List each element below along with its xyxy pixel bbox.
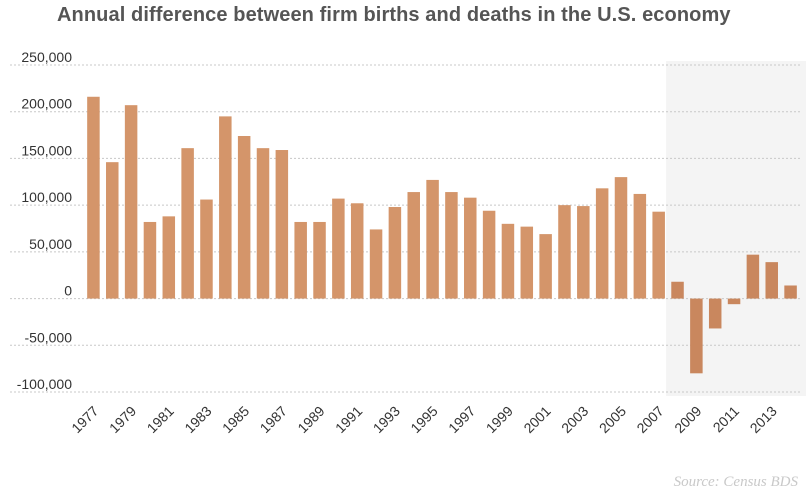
- bar-2004: [595, 188, 609, 299]
- y-axis: 250,000 200,000 150,000 100,000 50,000 0 -50,0…: [17, 49, 72, 392]
- bar-1983: [200, 199, 213, 299]
- x-tick-label: 1989: [294, 403, 327, 436]
- x-tick-label: 2001: [520, 403, 553, 436]
- bar-1990: [332, 198, 345, 299]
- bar-1986: [256, 148, 270, 299]
- x-tick-label: 1983: [181, 403, 214, 436]
- bar-2007: [652, 211, 665, 299]
- x-tick-label: 2011: [710, 403, 743, 436]
- bar-1998: [482, 210, 496, 299]
- bar-2003: [577, 206, 590, 299]
- y-tick-label: 100,000: [21, 189, 72, 205]
- bar-2006: [633, 193, 647, 299]
- y-tick-label: 0: [64, 283, 72, 299]
- x-tick-label: 1987: [257, 403, 290, 436]
- bar-1978: [106, 162, 119, 299]
- shaded-region: [666, 61, 806, 396]
- bar-1980: [143, 221, 157, 299]
- bar-1981: [162, 216, 176, 299]
- x-tick-label: 2007: [633, 403, 666, 436]
- y-tick-label: 250,000: [21, 49, 72, 65]
- bar-2008: [671, 281, 684, 299]
- bar-2014: [784, 285, 797, 299]
- bar-2009: [690, 298, 703, 374]
- bar-2002: [558, 205, 571, 299]
- x-tick-label: 2005: [596, 403, 629, 436]
- y-tick-label: 50,000: [29, 236, 72, 252]
- bar-1985: [237, 136, 251, 299]
- bar-2013: [765, 262, 778, 299]
- bar-2001: [539, 234, 552, 299]
- x-tick-label: 1997: [445, 403, 478, 436]
- bar-1977: [87, 96, 100, 299]
- bar-1991: [350, 203, 364, 299]
- x-tick-label: 1981: [144, 403, 177, 436]
- gridlines: [10, 64, 802, 393]
- x-tick-label: 1995: [407, 403, 440, 436]
- bar-1994: [407, 192, 420, 299]
- bar-1989: [313, 221, 326, 299]
- x-tick-label: 1977: [68, 403, 101, 436]
- bar-1999: [501, 223, 515, 299]
- x-tick-label: 2013: [747, 403, 780, 436]
- bar-2005: [614, 177, 628, 299]
- bar-1982: [181, 148, 194, 299]
- recession-shade: [666, 61, 806, 396]
- bar-1984: [219, 116, 232, 299]
- source-note: Source: Census BDS: [673, 474, 798, 490]
- bar-1979: [124, 105, 138, 299]
- bar-1993: [388, 207, 402, 299]
- y-tick-label: 200,000: [21, 96, 72, 112]
- bar-1992: [369, 229, 383, 299]
- bar-1997: [464, 197, 477, 299]
- bar-1987: [275, 150, 289, 299]
- x-tick-label: 1991: [332, 403, 365, 436]
- x-tick-label: 1999: [483, 403, 516, 436]
- bar-1995: [426, 179, 439, 299]
- bar-1988: [294, 221, 307, 299]
- x-tick-label: 1985: [219, 403, 252, 436]
- bar-2011: [727, 298, 741, 305]
- y-tick-label: -100,000: [17, 376, 72, 392]
- chart-title: Annual difference between firm births an…: [57, 4, 731, 26]
- y-tick-label: -50,000: [25, 329, 73, 345]
- x-axis: 1977 1979 1981 1983 1985 1987 1989 1991 1993 1995…: [68, 403, 780, 436]
- x-tick-label: 2009: [671, 403, 704, 436]
- bar-2010: [708, 298, 722, 329]
- bar-1996: [445, 192, 458, 299]
- x-tick-label: 1979: [106, 403, 139, 436]
- x-tick-label: 1993: [370, 403, 403, 436]
- bars: [87, 96, 797, 374]
- x-tick-label: 2003: [558, 403, 591, 436]
- y-tick-label: 150,000: [21, 142, 72, 158]
- bar-2000: [520, 226, 534, 299]
- bar-2012: [746, 254, 760, 299]
